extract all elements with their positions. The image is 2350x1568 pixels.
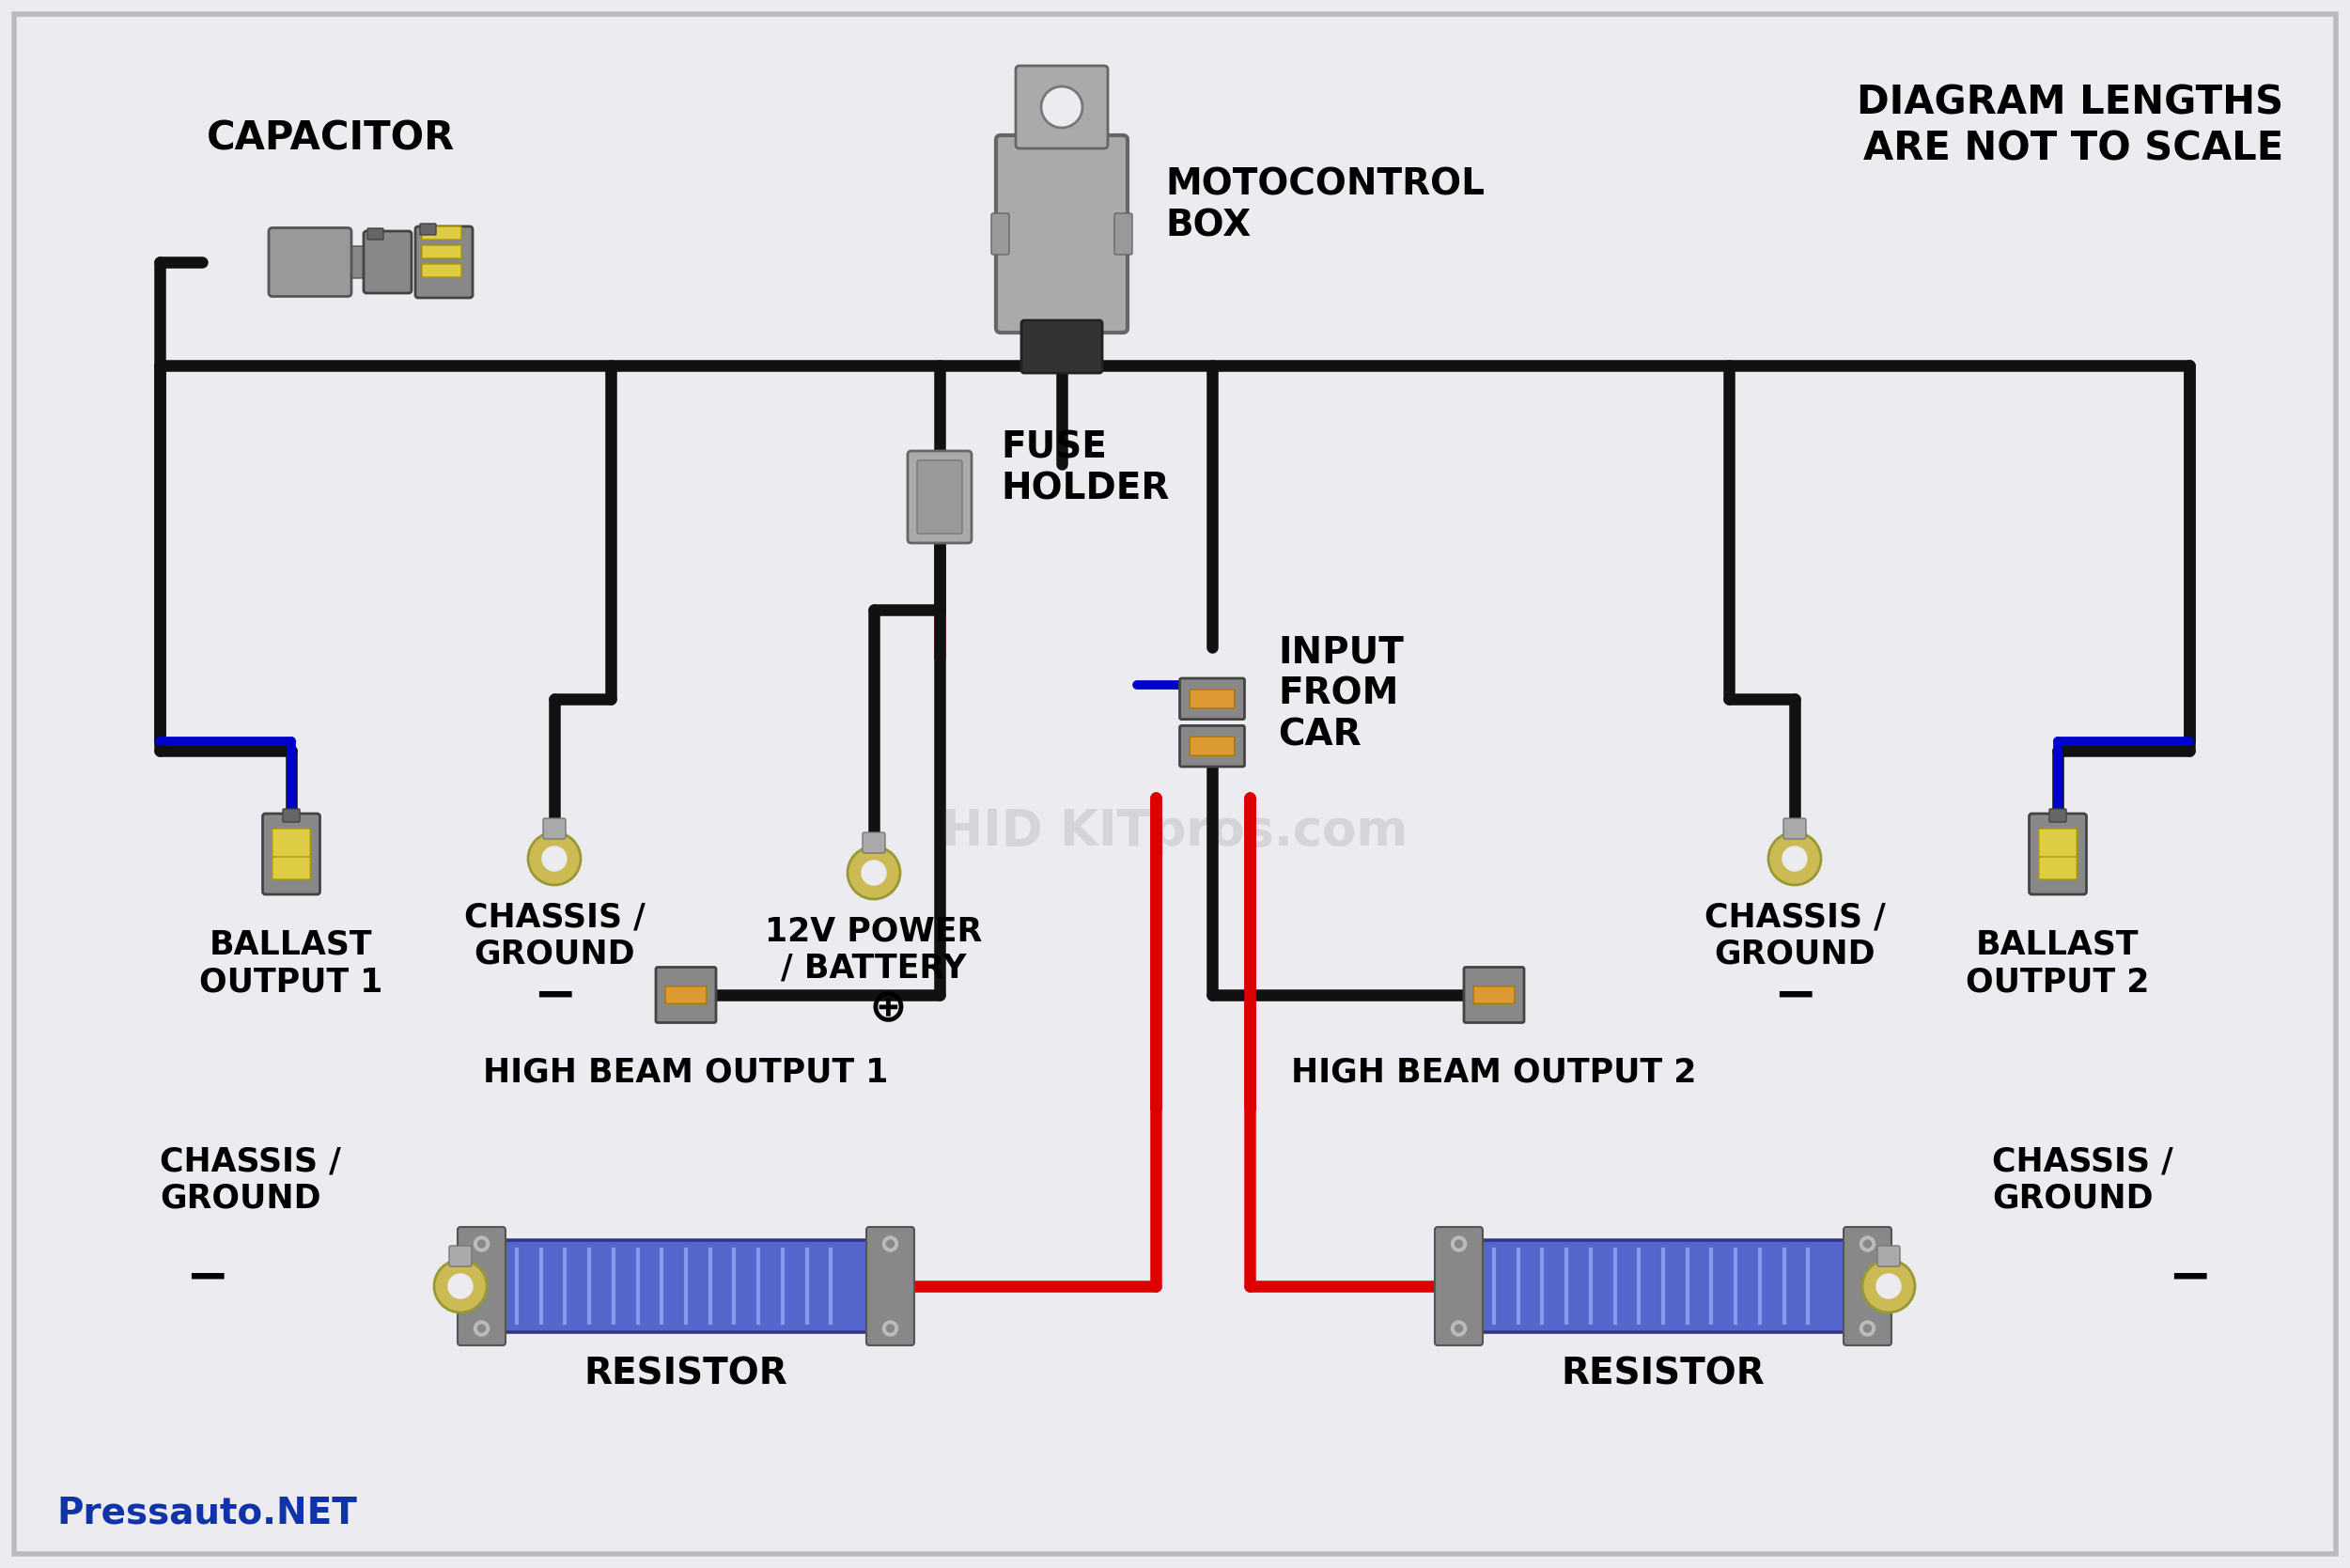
Text: CHASSIS /
GROUND: CHASSIS / GROUND xyxy=(1704,902,1885,971)
Circle shape xyxy=(475,1236,489,1251)
FancyBboxPatch shape xyxy=(1189,737,1234,756)
Text: −: − xyxy=(186,1253,228,1305)
Circle shape xyxy=(1864,1240,1871,1248)
FancyBboxPatch shape xyxy=(992,213,1008,254)
FancyBboxPatch shape xyxy=(1022,320,1102,373)
FancyBboxPatch shape xyxy=(423,263,461,278)
FancyBboxPatch shape xyxy=(423,226,461,240)
Text: HID KITpros.com: HID KITpros.com xyxy=(942,806,1408,856)
FancyBboxPatch shape xyxy=(458,1228,505,1345)
FancyBboxPatch shape xyxy=(656,967,717,1022)
Text: Pressauto.NET: Pressauto.NET xyxy=(56,1494,357,1530)
Text: BALLAST
OUTPUT 2: BALLAST OUTPUT 2 xyxy=(1967,930,2150,999)
Circle shape xyxy=(1781,847,1807,870)
FancyBboxPatch shape xyxy=(367,229,383,240)
FancyBboxPatch shape xyxy=(423,245,461,259)
Circle shape xyxy=(884,1236,898,1251)
FancyBboxPatch shape xyxy=(494,1240,877,1333)
FancyBboxPatch shape xyxy=(1784,818,1805,839)
Text: CHASSIS /
GROUND: CHASSIS / GROUND xyxy=(1993,1145,2174,1214)
Text: CHASSIS /
GROUND: CHASSIS / GROUND xyxy=(463,902,644,971)
Circle shape xyxy=(449,1273,472,1298)
Circle shape xyxy=(1455,1325,1462,1333)
Text: CAPACITOR: CAPACITOR xyxy=(207,119,456,158)
FancyBboxPatch shape xyxy=(1471,1240,1854,1333)
FancyBboxPatch shape xyxy=(341,246,364,278)
Circle shape xyxy=(848,847,900,898)
FancyBboxPatch shape xyxy=(1878,1245,1899,1267)
Text: −: − xyxy=(533,972,576,1022)
Text: 12V POWER
/ BATTERY: 12V POWER / BATTERY xyxy=(766,916,982,985)
Circle shape xyxy=(1875,1273,1901,1298)
Text: FUSE
HOLDER: FUSE HOLDER xyxy=(1001,430,1170,508)
FancyBboxPatch shape xyxy=(1189,690,1234,709)
FancyBboxPatch shape xyxy=(2040,851,2077,880)
Text: ⊕: ⊕ xyxy=(870,986,907,1030)
FancyBboxPatch shape xyxy=(1180,726,1246,767)
Text: −: − xyxy=(1772,972,1817,1022)
FancyBboxPatch shape xyxy=(273,828,310,856)
Circle shape xyxy=(543,847,566,870)
FancyBboxPatch shape xyxy=(907,452,971,543)
Text: HIGH BEAM OUTPUT 2: HIGH BEAM OUTPUT 2 xyxy=(1293,1055,1697,1088)
Circle shape xyxy=(477,1240,486,1248)
Text: INPUT
FROM
CAR: INPUT FROM CAR xyxy=(1278,635,1403,754)
Circle shape xyxy=(1859,1236,1875,1251)
Circle shape xyxy=(475,1320,489,1336)
Circle shape xyxy=(1455,1240,1462,1248)
Text: DIAGRAM LENGTHS
ARE NOT TO SCALE: DIAGRAM LENGTHS ARE NOT TO SCALE xyxy=(1856,83,2284,169)
Circle shape xyxy=(1859,1320,1875,1336)
Circle shape xyxy=(529,833,580,884)
FancyBboxPatch shape xyxy=(449,1245,472,1267)
FancyBboxPatch shape xyxy=(282,809,301,822)
Text: MOTOCONTROL
BOX: MOTOCONTROL BOX xyxy=(1166,168,1485,245)
Circle shape xyxy=(477,1325,486,1333)
Text: −: − xyxy=(2167,1253,2211,1305)
FancyBboxPatch shape xyxy=(2028,814,2087,894)
FancyBboxPatch shape xyxy=(1180,679,1246,720)
Circle shape xyxy=(1864,1325,1871,1333)
Circle shape xyxy=(1452,1236,1466,1251)
FancyBboxPatch shape xyxy=(665,986,707,1004)
FancyBboxPatch shape xyxy=(273,851,310,880)
Circle shape xyxy=(886,1240,893,1248)
FancyBboxPatch shape xyxy=(862,833,886,853)
Text: BALLAST
OUTPUT 1: BALLAST OUTPUT 1 xyxy=(200,930,383,999)
FancyBboxPatch shape xyxy=(996,135,1128,332)
FancyBboxPatch shape xyxy=(1436,1228,1483,1345)
FancyBboxPatch shape xyxy=(1114,213,1133,254)
Text: HIGH BEAM OUTPUT 1: HIGH BEAM OUTPUT 1 xyxy=(484,1055,888,1088)
FancyBboxPatch shape xyxy=(263,814,320,894)
FancyBboxPatch shape xyxy=(1464,967,1525,1022)
Text: RESISTOR: RESISTOR xyxy=(1560,1356,1765,1392)
FancyBboxPatch shape xyxy=(2049,809,2066,822)
FancyBboxPatch shape xyxy=(1473,986,1516,1004)
Circle shape xyxy=(886,1325,893,1333)
Circle shape xyxy=(1041,86,1083,127)
FancyBboxPatch shape xyxy=(421,224,437,235)
Circle shape xyxy=(1767,833,1821,884)
FancyBboxPatch shape xyxy=(2040,828,2077,856)
FancyBboxPatch shape xyxy=(416,226,472,298)
Circle shape xyxy=(862,861,886,884)
Text: RESISTOR: RESISTOR xyxy=(585,1356,787,1392)
FancyBboxPatch shape xyxy=(916,461,961,533)
FancyBboxPatch shape xyxy=(1842,1228,1892,1345)
Circle shape xyxy=(1861,1259,1915,1312)
Circle shape xyxy=(1452,1320,1466,1336)
FancyBboxPatch shape xyxy=(268,227,352,296)
FancyBboxPatch shape xyxy=(543,818,566,839)
FancyBboxPatch shape xyxy=(1015,66,1107,149)
Text: CHASSIS /
GROUND: CHASSIS / GROUND xyxy=(160,1145,341,1214)
Circle shape xyxy=(884,1320,898,1336)
FancyBboxPatch shape xyxy=(364,230,411,293)
Circle shape xyxy=(435,1259,486,1312)
FancyBboxPatch shape xyxy=(867,1228,914,1345)
